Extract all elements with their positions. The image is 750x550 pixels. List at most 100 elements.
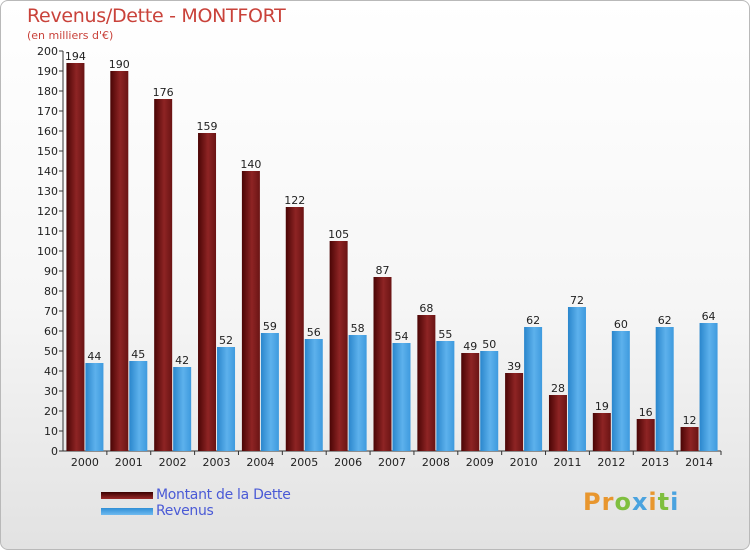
legend-label-revenue: Revenus xyxy=(156,503,214,519)
bar-revenue xyxy=(85,363,104,451)
bar-debt xyxy=(373,277,392,451)
bar-debt xyxy=(198,133,217,451)
y-tick-label: 70 xyxy=(44,305,58,318)
bar-revenue xyxy=(699,323,718,451)
y-tick-label: 200 xyxy=(37,45,58,58)
y-tick-label: 30 xyxy=(44,385,58,398)
y-tick-label: 140 xyxy=(37,165,58,178)
bar-debt xyxy=(505,373,524,451)
x-tick-label: 2008 xyxy=(422,456,450,469)
data-label-debt: 190 xyxy=(109,58,130,71)
x-tick-label: 2009 xyxy=(466,456,494,469)
x-tick-label: 2012 xyxy=(597,456,625,469)
y-tick-label: 10 xyxy=(44,425,58,438)
y-tick-label: 110 xyxy=(37,225,58,238)
proxiti-logo: Proxiti xyxy=(583,488,680,516)
y-tick-label: 50 xyxy=(44,345,58,358)
data-label-revenue: 52 xyxy=(219,334,233,347)
y-tick-label: 60 xyxy=(44,325,58,338)
data-label-debt: 28 xyxy=(551,382,565,395)
bar-debt xyxy=(417,315,436,451)
data-label-debt: 140 xyxy=(240,158,261,171)
bar-debt xyxy=(461,353,480,451)
data-label-debt: 176 xyxy=(153,86,174,99)
data-label-revenue: 60 xyxy=(614,318,628,331)
y-tick-label: 80 xyxy=(44,285,58,298)
chart-title: Revenus/Dette - MONTFORT xyxy=(27,5,286,27)
x-tick-label: 2006 xyxy=(334,456,362,469)
bar-debt xyxy=(66,63,85,451)
x-tick-label: 2010 xyxy=(510,456,538,469)
data-label-debt: 12 xyxy=(683,414,697,427)
bar-debt xyxy=(592,413,611,451)
x-tick-label: 2003 xyxy=(203,456,231,469)
y-tick-label: 120 xyxy=(37,205,58,218)
data-label-revenue: 72 xyxy=(570,294,584,307)
legend-swatch-revenue xyxy=(101,507,153,515)
y-tick-label: 170 xyxy=(37,105,58,118)
bar-debt xyxy=(680,427,699,451)
data-label-revenue: 62 xyxy=(658,314,672,327)
data-label-revenue: 62 xyxy=(526,314,540,327)
y-tick-label: 20 xyxy=(44,405,58,418)
data-label-revenue: 42 xyxy=(175,354,189,367)
bar-revenue xyxy=(611,331,630,451)
data-label-debt: 122 xyxy=(284,194,305,207)
bar-revenue xyxy=(567,307,586,451)
legend-item-debt: Montant de la Dette xyxy=(101,487,291,503)
data-label-debt: 39 xyxy=(507,360,521,373)
y-tick-label: 100 xyxy=(37,245,58,258)
legend: Montant de la Dette Revenus xyxy=(101,487,291,519)
data-label-debt: 19 xyxy=(595,400,609,413)
bar-debt xyxy=(241,171,260,451)
x-tick-label: 2004 xyxy=(246,456,274,469)
bars: 194 44 190 45 176 42 159 52 140 59 122 56 105 58 87 54 6… xyxy=(65,50,718,451)
x-tick-label: 2002 xyxy=(159,456,187,469)
data-label-debt: 49 xyxy=(463,340,477,353)
y-tick-label: 190 xyxy=(37,65,58,78)
x-tick-label: 2005 xyxy=(290,456,318,469)
data-label-debt: 68 xyxy=(419,302,433,315)
y-tick-label: 130 xyxy=(37,185,58,198)
y-tick-label: 90 xyxy=(44,265,58,278)
bar-revenue xyxy=(129,361,148,451)
data-label-debt: 105 xyxy=(328,228,349,241)
bar-revenue xyxy=(480,351,499,451)
y-tick-label: 40 xyxy=(44,365,58,378)
bar-debt xyxy=(110,71,129,451)
bar-debt xyxy=(636,419,655,451)
bar-revenue xyxy=(348,335,367,451)
data-label-debt: 159 xyxy=(197,120,218,133)
legend-swatch-debt xyxy=(101,491,153,499)
bar-revenue xyxy=(655,327,674,451)
x-tick-label: 2014 xyxy=(685,456,713,469)
bar-revenue xyxy=(217,347,236,451)
bar-revenue xyxy=(392,343,411,451)
data-label-revenue: 55 xyxy=(438,328,452,341)
data-label-debt: 16 xyxy=(639,406,653,419)
y-tick-label: 180 xyxy=(37,85,58,98)
legend-label-debt: Montant de la Dette xyxy=(156,487,291,503)
data-label-revenue: 59 xyxy=(263,320,277,333)
x-tick-label: 2000 xyxy=(71,456,99,469)
data-label-revenue: 58 xyxy=(351,322,365,335)
bar-revenue xyxy=(436,341,455,451)
data-label-revenue: 45 xyxy=(131,348,145,361)
data-label-debt: 87 xyxy=(376,264,390,277)
axes: 0 10 20 30 40 50 60 70 80 90 100 110 120 130 140 150 160… xyxy=(37,45,722,469)
x-tick-label: 2013 xyxy=(641,456,669,469)
bar-debt xyxy=(154,99,173,451)
x-tick-label: 2007 xyxy=(378,456,406,469)
bar-revenue xyxy=(304,339,323,451)
bar-revenue xyxy=(260,333,279,451)
data-label-revenue: 64 xyxy=(702,310,716,323)
bar-debt xyxy=(548,395,567,451)
data-label-revenue: 54 xyxy=(395,330,409,343)
data-label-debt: 194 xyxy=(65,50,86,63)
bar-revenue xyxy=(173,367,192,451)
data-label-revenue: 44 xyxy=(87,350,101,363)
data-label-revenue: 50 xyxy=(482,338,496,351)
chart-subtitle: (en milliers d'€) xyxy=(27,29,114,42)
